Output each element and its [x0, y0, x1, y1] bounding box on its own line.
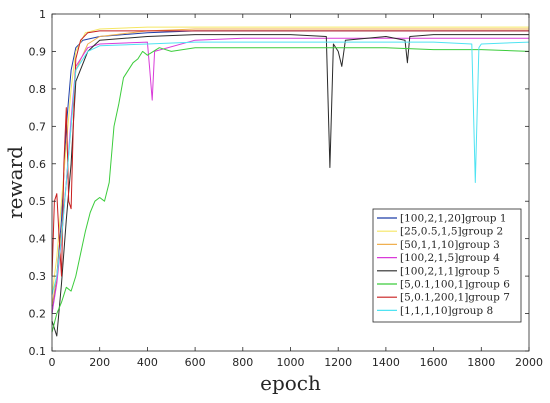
y-tick-label: 0.9 [29, 45, 47, 58]
x-tick-label: 1800 [467, 356, 495, 369]
legend-label: [50,1,1,10]group 3 [400, 239, 500, 251]
series-line-group-6 [51, 47, 530, 333]
legend-label: [100,2,1,20]group 1 [400, 213, 507, 225]
y-axis-ticks: 0.1 0.2 0.3 0.4 0.5 0.6 0.7 0.8 0.9 1 [29, 8, 529, 358]
y-tick-label: 0.8 [29, 83, 47, 96]
x-tick-label: 1200 [324, 356, 352, 369]
series-line-group-7 [51, 30, 529, 277]
legend-label: [5,0.1,200,1]group 7 [400, 292, 510, 304]
x-axis-ticks: 0 200 400 600 800 1000 1200 1400 1600 1800 2000 [49, 14, 543, 369]
legend-box [372, 208, 522, 323]
x-tick-label: 400 [137, 356, 158, 369]
y-tick-label: 0.1 [29, 345, 47, 358]
x-tick-label: 0 [49, 356, 56, 369]
x-axis-title: epoch [260, 371, 321, 395]
series-layer [51, 26, 530, 337]
series-line-group-5 [51, 34, 529, 337]
legend-label: [25,0.5,1,5]group 2 [400, 226, 503, 238]
x-tick-label: 1000 [277, 356, 305, 369]
legend-label: [100,2,1,1]group 5 [400, 265, 500, 277]
x-tick-label: 800 [232, 356, 253, 369]
x-tick-label: 2000 [515, 356, 543, 369]
legend-items: [100,2,1,20]group 1[25,0.5,1,5]group 2[5… [377, 213, 510, 317]
y-tick-label: 0.2 [29, 308, 47, 321]
legend-label: [100,2,1,5]group 4 [400, 252, 500, 264]
x-tick-label: 1600 [420, 356, 448, 369]
legend-label: [5,0.1,100,1]group 6 [400, 279, 510, 291]
x-tick-label: 200 [89, 356, 110, 369]
series-line-group-2 [51, 26, 529, 295]
y-axis-title: reward [3, 146, 27, 219]
y-tick-label: 0.6 [29, 158, 47, 171]
series-line-group-8 [51, 41, 530, 295]
y-tick-label: 0.5 [29, 195, 47, 208]
y-tick-label: 0.7 [29, 120, 47, 133]
y-tick-label: 0.3 [29, 270, 47, 283]
y-tick-label: 0.4 [29, 233, 47, 246]
x-tick-label: 600 [185, 356, 206, 369]
y-tick-label: 1 [39, 8, 46, 21]
legend-label: [1,1,1,10]group 8 [400, 305, 493, 317]
x-tick-label: 1400 [372, 356, 400, 369]
legend: [100,2,1,20]group 1[25,0.5,1,5]group 2[5… [372, 208, 522, 323]
